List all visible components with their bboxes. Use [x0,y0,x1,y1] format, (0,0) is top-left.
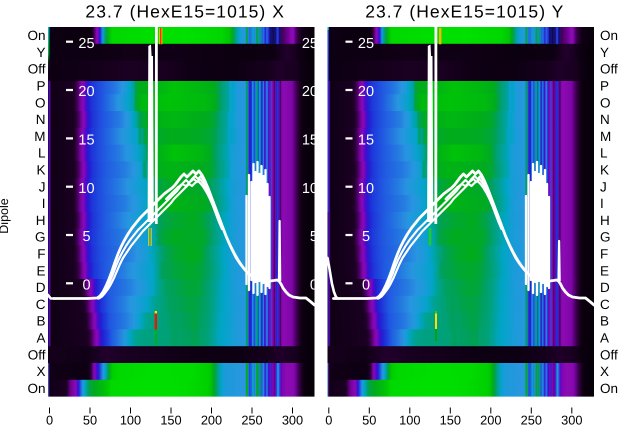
svg-text:250: 250 [241,413,262,428]
svg-text:H: H [36,213,46,228]
svg-text:20: 20 [358,84,374,100]
svg-text:5: 5 [310,229,318,245]
svg-text:E: E [36,263,45,278]
svg-text:150: 150 [160,413,181,428]
svg-text:N: N [36,112,46,127]
svg-text:L: L [38,146,46,161]
svg-text:D: D [600,280,610,295]
svg-text:O: O [35,95,46,110]
svg-text:Off: Off [600,347,618,362]
svg-text:Y: Y [600,45,609,60]
svg-text:300: 300 [561,413,582,428]
svg-text:A: A [600,331,609,346]
svg-text:K: K [600,163,609,178]
svg-text:15: 15 [78,133,94,149]
svg-text:25: 25 [78,36,94,52]
svg-text:On: On [600,381,618,396]
svg-text:250: 250 [521,413,542,428]
svg-text:25: 25 [302,36,318,52]
svg-text:H: H [600,213,610,228]
svg-text:M: M [600,129,611,144]
svg-text:200: 200 [201,413,222,428]
svg-text:X: X [600,364,609,379]
svg-text:300: 300 [282,413,303,428]
svg-text:Dipole: Dipole [0,198,11,233]
svg-text:F: F [600,247,608,262]
svg-text:10: 10 [78,181,94,197]
svg-text:O: O [600,95,611,110]
svg-text:50: 50 [83,413,97,428]
svg-text:G: G [35,230,46,245]
svg-text:20: 20 [78,84,94,100]
svg-text:0: 0 [310,277,318,293]
svg-text:E: E [600,263,609,278]
svg-text:Off: Off [28,62,46,77]
svg-text:B: B [600,314,609,329]
svg-text:On: On [600,28,618,43]
svg-text:0: 0 [325,413,332,428]
svg-text:100: 100 [399,413,420,428]
svg-text:25: 25 [358,36,374,52]
svg-text:23.7 (HexE15=1015) X: 23.7 (HexE15=1015) X [85,1,285,21]
svg-text:G: G [600,230,611,245]
svg-text:Y: Y [36,45,45,60]
svg-text:10: 10 [302,181,318,197]
svg-text:0: 0 [362,277,370,293]
svg-text:L: L [600,146,608,161]
svg-text:J: J [39,179,46,194]
svg-text:50: 50 [362,413,376,428]
svg-text:100: 100 [120,413,141,428]
svg-text:N: N [600,112,610,127]
svg-text:C: C [36,297,46,312]
svg-text:K: K [36,163,45,178]
svg-text:Off: Off [28,347,46,362]
svg-text:M: M [34,129,45,144]
svg-text:On: On [27,381,45,396]
svg-text:Off: Off [600,62,618,77]
svg-text:A: A [36,331,45,346]
svg-text:C: C [600,297,610,312]
svg-text:On: On [27,28,45,43]
svg-text:I: I [600,196,604,211]
svg-text:200: 200 [480,413,501,428]
svg-text:D: D [36,280,46,295]
svg-text:5: 5 [362,229,370,245]
svg-text:0: 0 [46,413,53,428]
svg-text:P: P [36,79,45,94]
svg-text:15: 15 [358,133,374,149]
svg-text:F: F [37,247,45,262]
svg-text:I: I [42,196,46,211]
svg-text:X: X [36,364,45,379]
svg-text:23.7 (HexE15=1015) Y: 23.7 (HexE15=1015) Y [365,1,564,21]
svg-text:B: B [36,314,45,329]
svg-text:0: 0 [82,277,90,293]
svg-text:15: 15 [302,133,318,149]
svg-text:10: 10 [358,181,374,197]
svg-text:20: 20 [302,84,318,100]
svg-text:5: 5 [82,229,90,245]
svg-text:P: P [600,79,609,94]
svg-text:J: J [600,179,607,194]
svg-text:150: 150 [440,413,461,428]
